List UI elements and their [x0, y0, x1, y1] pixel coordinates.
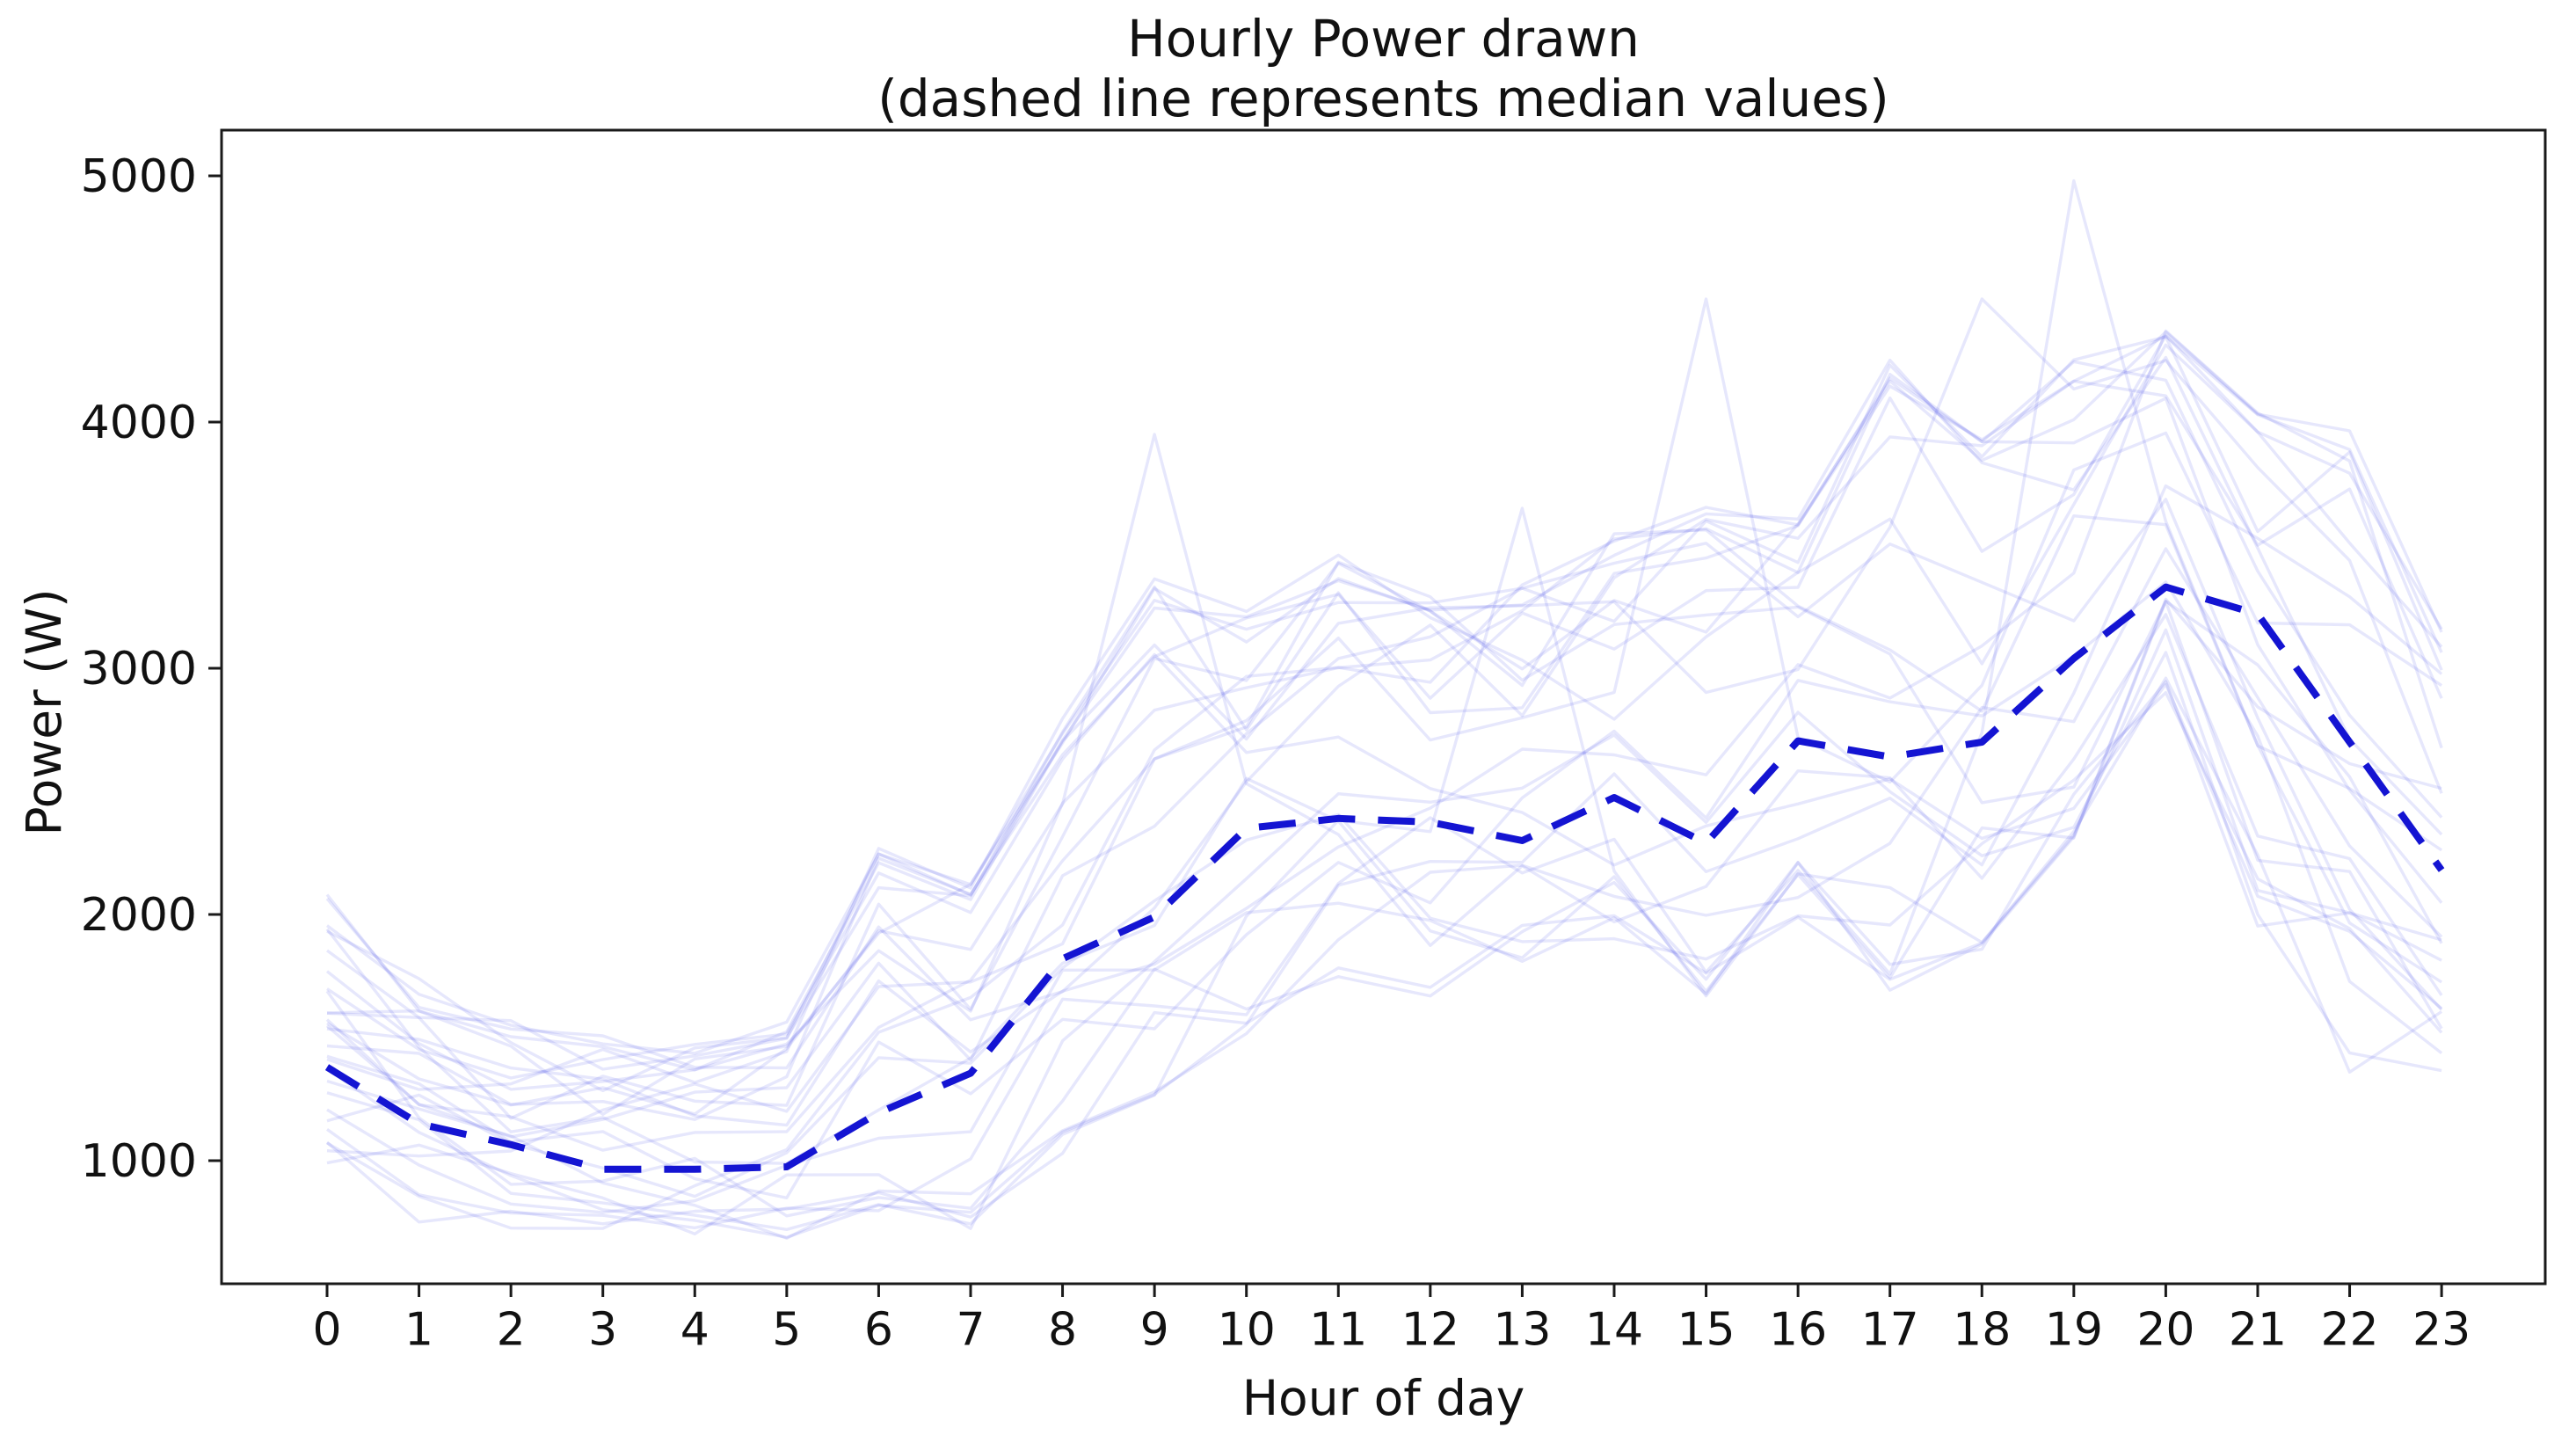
x-tick-label: 15 — [1677, 1304, 1735, 1357]
x-tick-label: 13 — [1493, 1304, 1551, 1357]
x-tick-label: 9 — [1140, 1304, 1169, 1357]
x-tick-label: 10 — [1218, 1304, 1276, 1357]
y-tick-label: 4000 — [81, 397, 197, 449]
day-power-line — [326, 484, 2443, 1239]
x-tick-label: 16 — [1769, 1304, 1827, 1357]
day-power-line — [325, 335, 2443, 1055]
day-power-line — [326, 506, 2442, 1232]
day-power-line — [326, 547, 2443, 1240]
day-power-line — [325, 355, 2443, 1071]
x-tick-label: 18 — [1953, 1304, 2011, 1357]
chart-title-line-2: (dashed line represents median values) — [877, 69, 1889, 129]
x-axis-label: Hour of day — [1241, 1370, 1525, 1426]
plot-border — [220, 128, 2547, 1286]
day-power-line — [326, 329, 2443, 1127]
x-tick-label: 8 — [1048, 1304, 1077, 1357]
day-power-line — [326, 651, 2442, 1236]
x-tick-label: 1 — [404, 1304, 433, 1357]
x-tick-label: 2 — [497, 1304, 526, 1357]
day-power-line — [325, 343, 2443, 1091]
day-power-line — [326, 330, 2443, 1120]
x-tick-label: 5 — [772, 1304, 801, 1357]
day-power-line — [326, 691, 2443, 1198]
day-power-line — [326, 373, 2443, 1091]
day-power-line — [325, 498, 2443, 1139]
day-power-line — [326, 297, 2443, 1158]
day-power-line — [325, 560, 2443, 1152]
x-tick-label: 23 — [2412, 1304, 2470, 1357]
x-tick-label: 22 — [2320, 1304, 2378, 1357]
day-power-line — [325, 514, 2443, 1117]
x-tick-label: 4 — [680, 1304, 709, 1357]
day-power-line — [325, 597, 2442, 1218]
median-power-line — [324, 583, 2445, 1173]
x-tick-label: 7 — [956, 1304, 985, 1357]
x-tick-label: 17 — [1861, 1304, 1919, 1357]
y-tick-label: 3000 — [81, 643, 197, 696]
day-power-line — [326, 333, 2443, 1121]
y-axis-label: Power (W) — [16, 588, 72, 836]
x-tick-label: 12 — [1401, 1304, 1459, 1357]
y-tick-label: 2000 — [81, 889, 197, 942]
x-tick-label: 14 — [1585, 1304, 1643, 1357]
chart-title-line-1: Hourly Power drawn — [1127, 9, 1640, 69]
day-power-line — [326, 178, 2443, 1230]
y-tick-label: 5000 — [81, 150, 197, 203]
day-power-line — [325, 676, 2443, 1226]
y-tick-label: 1000 — [81, 1135, 197, 1188]
day-power-line — [326, 297, 2443, 1072]
x-tick-label: 6 — [864, 1304, 893, 1357]
day-power-line — [326, 652, 2443, 1080]
x-tick-label: 20 — [2136, 1304, 2194, 1357]
x-tick-label: 11 — [1309, 1304, 1367, 1357]
day-power-line — [326, 360, 2443, 1093]
day-power-line — [325, 600, 2443, 1165]
day-power-line — [325, 334, 2443, 1070]
x-tick-label: 21 — [2229, 1304, 2287, 1357]
day-power-line — [326, 680, 2442, 1214]
chart-title: Hourly Power drawn (dashed line represen… — [222, 9, 2545, 129]
x-tick-label: 19 — [2045, 1304, 2103, 1357]
day-power-line — [326, 433, 2443, 1116]
x-tick-label: 3 — [588, 1304, 617, 1357]
day-power-line — [326, 379, 2443, 1230]
x-tick-label: 0 — [312, 1304, 341, 1357]
